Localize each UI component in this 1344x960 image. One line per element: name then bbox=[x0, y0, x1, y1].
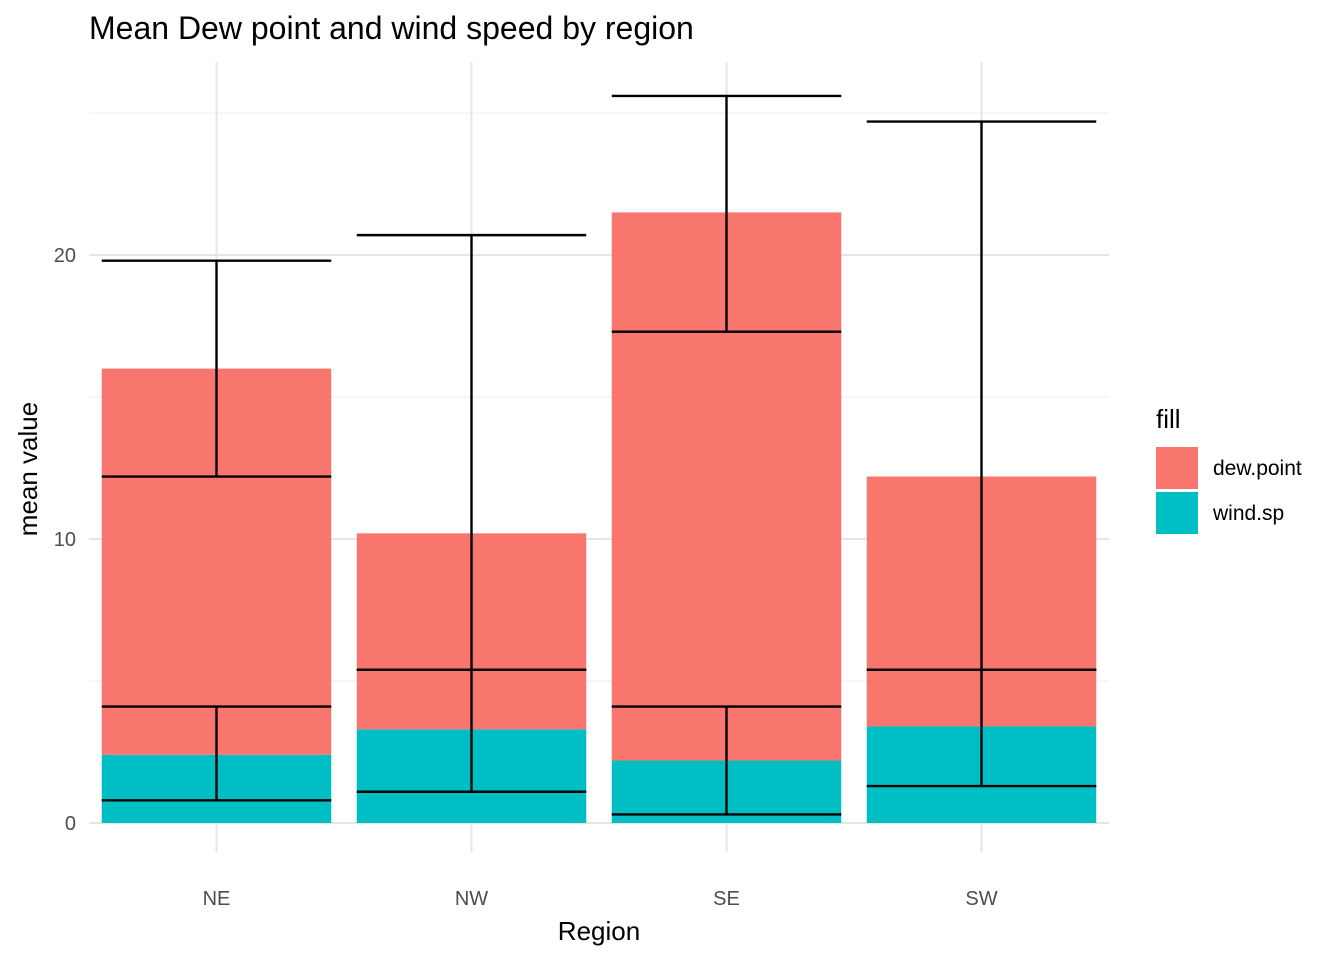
x-axis-title: Region bbox=[558, 916, 640, 946]
legend-key-wind-sp bbox=[1156, 492, 1198, 534]
y-tick-label: 10 bbox=[54, 529, 76, 551]
legend-label: wind.sp bbox=[1212, 502, 1284, 525]
y-tick-label: 20 bbox=[54, 245, 76, 267]
y-axis-title: mean value bbox=[13, 402, 43, 536]
x-tick-label: SE bbox=[713, 888, 740, 910]
x-tick-labels: NE NW SE SW bbox=[203, 888, 998, 910]
x-tick-label: SW bbox=[965, 888, 997, 910]
legend-label: dew.point bbox=[1213, 457, 1302, 480]
legend-key-dew-point bbox=[1156, 447, 1198, 489]
legend-title: fill bbox=[1156, 404, 1181, 434]
legend: fill dew.point wind.sp bbox=[1156, 404, 1302, 534]
bars bbox=[101, 212, 1097, 823]
error-bars bbox=[101, 94, 1097, 816]
y-tick-labels: 0 10 20 bbox=[54, 245, 76, 835]
y-tick-label: 0 bbox=[65, 813, 76, 835]
x-tick-label: NW bbox=[455, 888, 488, 910]
chart-title: Mean Dew point and wind speed by region bbox=[89, 10, 694, 46]
x-tick-label: NE bbox=[203, 888, 231, 910]
